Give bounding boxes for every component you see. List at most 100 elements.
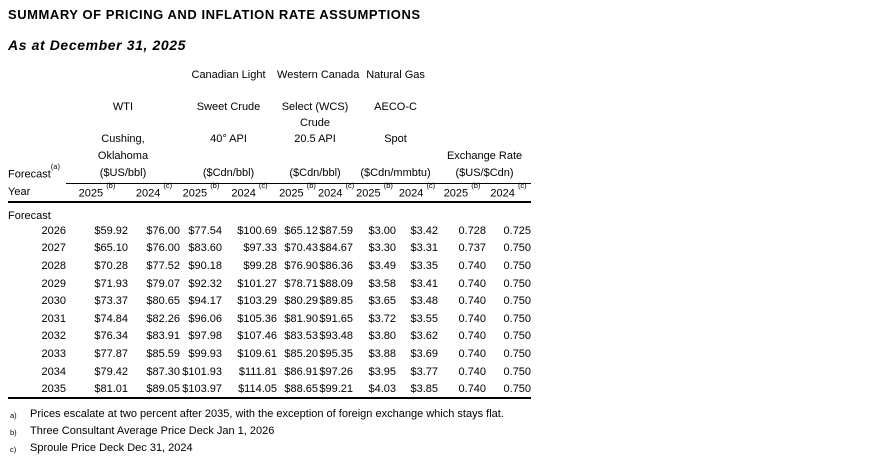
cell-value: $95.35 <box>319 347 354 360</box>
cell-value: $100.69 <box>237 224 278 237</box>
cell-value: 0.740 <box>438 380 487 399</box>
cell-value: $3.77 <box>410 365 439 378</box>
cell-value: $76.00 <box>146 242 180 255</box>
cell-value: $92.32 <box>188 277 222 290</box>
cell-value: $3.35 <box>410 259 439 272</box>
cell-value: $3.88 <box>368 347 397 360</box>
cell-value: $97.26 <box>319 365 354 378</box>
cell-value: 0.750 <box>503 277 532 290</box>
group-wcs-line3: Crude <box>300 117 330 129</box>
group-wti-line5: Oklahoma <box>97 149 149 162</box>
col-2024: 2024 (c) <box>222 181 278 203</box>
row-year: 2029 <box>41 277 66 290</box>
cell-value: 0.725 <box>503 224 532 237</box>
cell-value: $3.48 <box>410 295 439 308</box>
cell-value: $99.21 <box>318 380 354 399</box>
cell-value: 0.750 <box>503 347 532 360</box>
header-row-group-line1: Canadian Light Western Canada Natural Ga… <box>8 67 531 83</box>
footnote-marker: a) <box>10 410 17 420</box>
col-2025: 2025 (b) <box>438 181 487 203</box>
table-row: 2032 $76.34 $83.91 $97.98 $107.46 $83.53 $93.4… <box>8 328 532 346</box>
cell-value: $97.98 <box>188 330 222 343</box>
cell-value: 0.750 <box>503 330 532 343</box>
cell-value: $76.00 <box>146 224 180 237</box>
row-year: 2034 <box>41 365 66 378</box>
row-year: 2030 <box>41 295 66 308</box>
cell-value: 0.728 <box>458 224 487 237</box>
cell-value: $81.01 <box>66 380 128 399</box>
cell-value: $114.05 <box>222 380 278 399</box>
cell-value: 0.737 <box>458 242 487 255</box>
cell-value: $96.06 <box>188 312 222 325</box>
cell-value: 0.750 <box>503 242 532 255</box>
table-row: 2031 $74.84 $82.26 $96.06 $105.36 $81.90 $91.6… <box>8 310 532 328</box>
cell-value: $97.33 <box>243 242 278 255</box>
cell-value: $87.59 <box>319 224 354 237</box>
cell-value: $99.93 <box>188 347 222 360</box>
table-row: 2030 $73.37 $80.65 $94.17 $103.29 $80.29 $89.8… <box>8 292 532 310</box>
cell-value: $4.03 <box>353 380 397 399</box>
cell-value: $83.53 <box>284 330 319 343</box>
cell-value: $77.52 <box>146 259 180 272</box>
cell-value: $3.41 <box>410 277 439 290</box>
col-2025: 2025 (b) <box>180 181 222 203</box>
footnote-marker: b) <box>10 427 17 437</box>
row-year: 2035 <box>8 380 66 399</box>
col-2024: 2024 (c) <box>486 181 532 203</box>
row-year: 2027 <box>41 242 66 255</box>
cell-value: $3.42 <box>410 224 439 237</box>
group-cls-line4: 40° API <box>210 133 247 145</box>
group-gas-line4: Spot <box>384 133 407 145</box>
cell-value: $111.81 <box>238 365 278 378</box>
group-wcs-line4: 20.5 API <box>294 133 336 145</box>
cell-value: 0.750 <box>503 295 532 308</box>
group-gas-line5 <box>353 147 438 164</box>
cell-value: $76.34 <box>94 330 128 343</box>
header-row-group-line3: Crude <box>8 115 531 131</box>
col-2025: 2025 (b) <box>353 181 397 203</box>
section-label: Forecast <box>8 210 51 222</box>
table-row: 2027 $65.10 $76.00 $83.60 $97.33 $70.43 $84.67… <box>8 240 532 258</box>
unit-cls: ($Cdn/bbl) <box>180 164 278 184</box>
group-gas-line3 <box>353 115 438 131</box>
cell-value: 0.740 <box>458 259 487 272</box>
forecast-label: Forecast(a) <box>8 162 60 181</box>
page-subtitle: As at December 31, 2025 <box>8 37 187 53</box>
unit-wti: ($US/bbl) <box>66 164 180 184</box>
cell-value: $73.37 <box>94 295 128 308</box>
cell-value: $81.90 <box>284 312 319 325</box>
group-wcs-line5 <box>277 147 353 164</box>
cell-value: 0.750 <box>503 259 532 272</box>
cell-value: $101.27 <box>237 277 278 290</box>
cell-value: $65.12 <box>284 224 319 237</box>
cell-value: 0.740 <box>458 347 487 360</box>
cell-value: 0.750 <box>486 380 532 399</box>
unit-gas: ($Cdn/mmbtu) <box>353 164 439 184</box>
col-2025: 2025 (b) <box>66 181 128 203</box>
cell-value: $86.36 <box>319 259 354 272</box>
cell-value: $103.97 <box>180 380 222 399</box>
group-fx-line1 <box>438 67 531 83</box>
cell-value: $99.28 <box>243 259 278 272</box>
footnote-marker: c) <box>10 444 17 454</box>
cell-value: $70.43 <box>284 242 319 255</box>
col-2024: 2024 (c) <box>396 181 439 203</box>
row-year: 2031 <box>41 312 66 325</box>
cell-value: $3.49 <box>368 259 397 272</box>
cell-value: 0.740 <box>458 330 487 343</box>
cell-value: $77.54 <box>188 224 222 237</box>
col-2024: 2024 (c) <box>318 181 354 203</box>
cell-value: $3.80 <box>368 330 397 343</box>
cell-value: $89.05 <box>128 380 180 399</box>
cell-value: $86.91 <box>284 365 319 378</box>
cell-value: $84.67 <box>319 242 354 255</box>
row-year: 2026 <box>41 224 66 237</box>
cell-value: $80.65 <box>146 295 180 308</box>
cell-value: $3.95 <box>368 365 397 378</box>
cell-value: $3.62 <box>410 330 439 343</box>
cell-value: $76.90 <box>284 259 319 272</box>
cell-value: $88.09 <box>319 277 354 290</box>
cell-value: $90.18 <box>188 259 222 272</box>
cell-value: $82.26 <box>146 312 180 325</box>
cell-value: $107.46 <box>237 330 278 343</box>
